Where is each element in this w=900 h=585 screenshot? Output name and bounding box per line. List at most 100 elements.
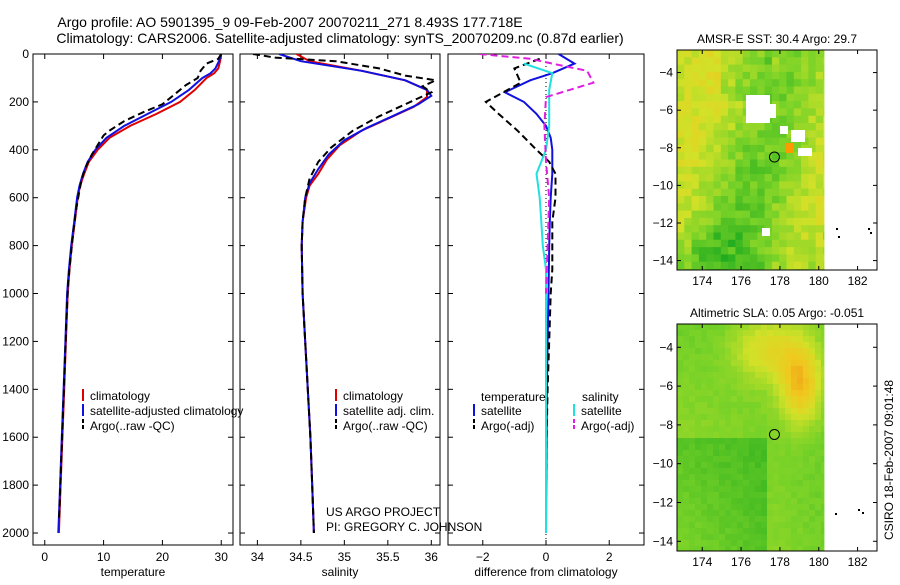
sst_map-cell <box>735 225 744 233</box>
sla_map-cell <box>707 378 714 385</box>
sst_map-cell <box>728 261 736 270</box>
sla_map-cell <box>731 528 738 535</box>
sla_map-cell <box>749 534 756 541</box>
temperature-xtick-label: 30 <box>215 550 229 564</box>
sla_map-cell <box>707 450 714 457</box>
sst_map-cell <box>808 64 817 73</box>
sla_map-cell <box>821 378 825 385</box>
sla_map-cell <box>725 546 732 552</box>
sla_map-cell <box>743 348 750 355</box>
temperature-ytick-label: 1400 <box>2 382 29 396</box>
sla_map-cell <box>731 354 738 361</box>
sla_map-cell <box>797 468 804 475</box>
sla_map-cell <box>719 522 726 529</box>
sla_map-cell <box>821 474 825 481</box>
sla_map-cell <box>785 522 792 529</box>
sla_map-cell <box>713 384 720 391</box>
sst_map-cell <box>742 71 751 80</box>
sla_map-cell <box>815 372 822 379</box>
sla_map-cell <box>695 408 702 415</box>
sla_map-cell <box>755 414 762 421</box>
sla_map-cell <box>737 522 744 529</box>
sla_map-cell <box>821 510 825 517</box>
temperature-xlabel: temperature <box>101 565 166 579</box>
sst_map-cell <box>786 130 795 138</box>
sla_map-cell <box>815 540 822 547</box>
sst_map-cell <box>771 232 780 241</box>
sla_map-cell <box>749 360 756 367</box>
sla_map-cell <box>761 414 768 421</box>
sst_map-cell <box>728 93 736 102</box>
sst_map-cell <box>764 196 773 204</box>
sst_map-cell <box>823 225 825 233</box>
sst_map-cell <box>786 93 795 102</box>
sla_map-cell <box>713 480 720 487</box>
temperature-xtick-label: 20 <box>156 550 170 564</box>
sla_map-cell <box>785 342 792 349</box>
sla_map-cell <box>809 390 816 397</box>
sst_map-cell <box>706 137 714 146</box>
sla_map-cell <box>707 444 714 451</box>
sst_map-cell <box>720 188 729 197</box>
sla_map-cell <box>701 504 708 511</box>
temperature-legend-label: satellite-adjusted climatology <box>90 404 243 418</box>
sst_map-cell <box>713 254 722 263</box>
sla_map-cell <box>695 420 702 427</box>
sst_map-cell <box>801 50 809 58</box>
sst_map-cell <box>691 159 700 168</box>
sst_map-cell <box>786 64 795 73</box>
sst_map-cell <box>684 71 692 80</box>
sst_map-cell <box>764 217 773 226</box>
sla_map-cell <box>761 510 768 517</box>
sst_map-cell <box>786 71 795 80</box>
sst_map-cell <box>823 159 825 168</box>
sla_map-cell <box>803 390 810 397</box>
sst_map-cell <box>808 203 817 211</box>
sla_map-cell <box>803 516 810 523</box>
difference-series-line <box>479 54 595 294</box>
sla_map-cell <box>743 360 750 367</box>
sst_map-cell <box>728 196 736 204</box>
sla_map-cell <box>749 342 756 349</box>
sst_map-cell <box>691 115 700 124</box>
sst_map-cell <box>684 115 692 124</box>
sla_map-cell <box>713 450 720 457</box>
sst_map-cell <box>742 137 751 146</box>
sla_map-cell <box>725 432 732 439</box>
sla_map-cell <box>701 348 708 355</box>
sla_map-cell <box>695 324 702 331</box>
coastline-speck <box>835 513 837 515</box>
sla_map-cell <box>689 426 696 433</box>
temperature-series-line <box>57 54 223 522</box>
sst_map-cell <box>786 217 795 226</box>
sla_map-cell <box>695 348 702 355</box>
sla_map-cell <box>773 378 780 385</box>
sla_map-cell <box>791 432 798 439</box>
sla_map-cell <box>743 372 750 379</box>
sst_map-cell <box>771 166 780 175</box>
sla_map-cell <box>821 444 825 451</box>
sla_map-cell <box>701 390 708 397</box>
sst_map-cell <box>691 217 700 226</box>
sla_map-cell <box>701 528 708 535</box>
sla_map-cell <box>803 432 810 439</box>
sst_map-cell <box>698 181 707 190</box>
sla_map-cell <box>779 510 786 517</box>
sla_map-cell <box>803 444 810 451</box>
sla_map-cell <box>713 468 720 475</box>
sla_map-cell <box>731 504 738 511</box>
sla_map-cell <box>743 330 750 337</box>
sst_map-cell <box>801 239 809 248</box>
sla_map-cell <box>785 462 792 469</box>
sla_map-cell <box>767 366 774 373</box>
sst_map-cell <box>779 86 787 95</box>
sla_map-cell <box>737 390 744 397</box>
sst_map-cell <box>698 232 707 241</box>
sst_map-cell <box>706 232 714 241</box>
sla_map-ytick-label: −14 <box>653 534 674 548</box>
sla_map-cell <box>683 486 690 493</box>
sla_map-cell <box>695 456 702 463</box>
sla_map-cell <box>719 510 726 517</box>
sla_map-cell <box>683 468 690 475</box>
sla_map-cell <box>761 342 768 349</box>
